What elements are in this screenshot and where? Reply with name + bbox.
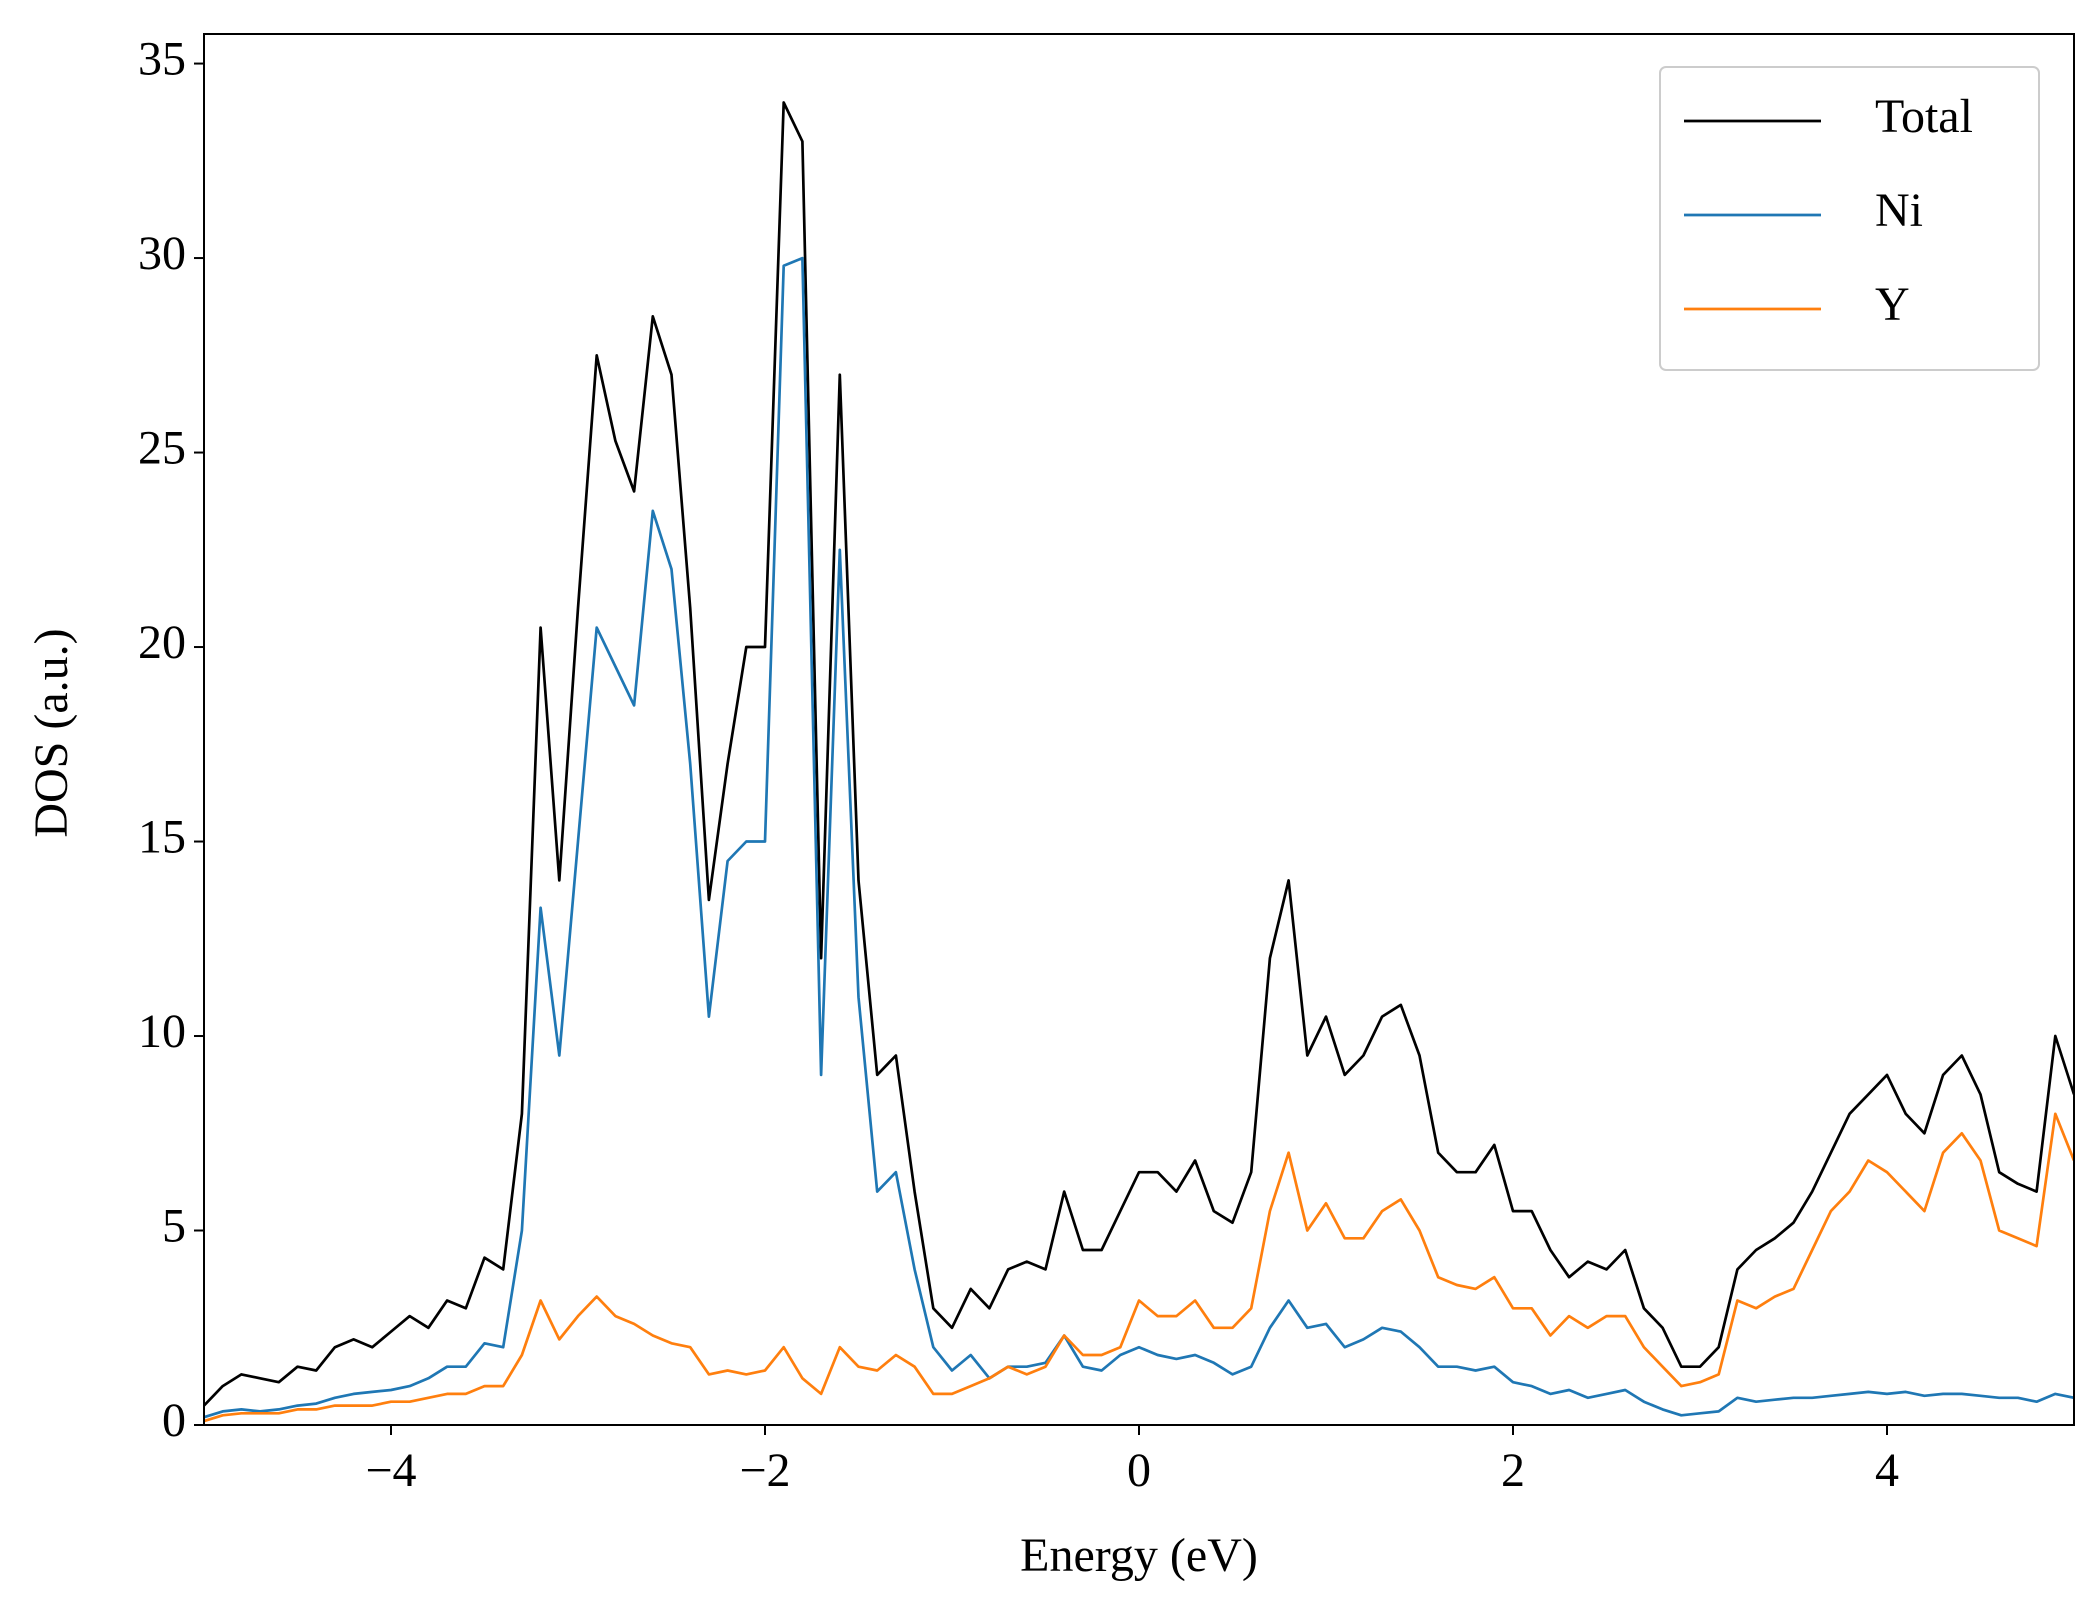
y-axis-label: DOS (a.u.)	[25, 628, 78, 837]
y-tick-label: 0	[162, 1394, 186, 1447]
y-tick-label: 10	[138, 1005, 186, 1058]
y-tick-label: 35	[138, 33, 186, 86]
x-tick-label: −2	[739, 1444, 790, 1497]
y-tick-label: 30	[138, 227, 186, 280]
legend-box	[1659, 66, 2040, 371]
x-tick-label: 2	[1501, 1444, 1525, 1497]
plot-frame	[203, 33, 2075, 1426]
legend-label: Total	[1875, 90, 1973, 143]
x-tick-label: −4	[365, 1444, 416, 1497]
series-line	[204, 1112, 2074, 1423]
legend-label: Ni	[1875, 184, 1923, 237]
series-line	[204, 256, 2074, 1419]
legend-label: Y	[1875, 278, 1910, 331]
x-tick-label: 0	[1127, 1444, 1151, 1497]
x-tick-label: 4	[1875, 1444, 1899, 1497]
y-tick-label: 15	[138, 811, 186, 864]
y-tick-label: 5	[162, 1200, 186, 1253]
y-tick-label: 25	[138, 422, 186, 475]
series-line	[204, 101, 2074, 1407]
y-tick-label: 20	[138, 616, 186, 669]
x-axis-label: Energy (eV)	[1020, 1529, 1258, 1582]
